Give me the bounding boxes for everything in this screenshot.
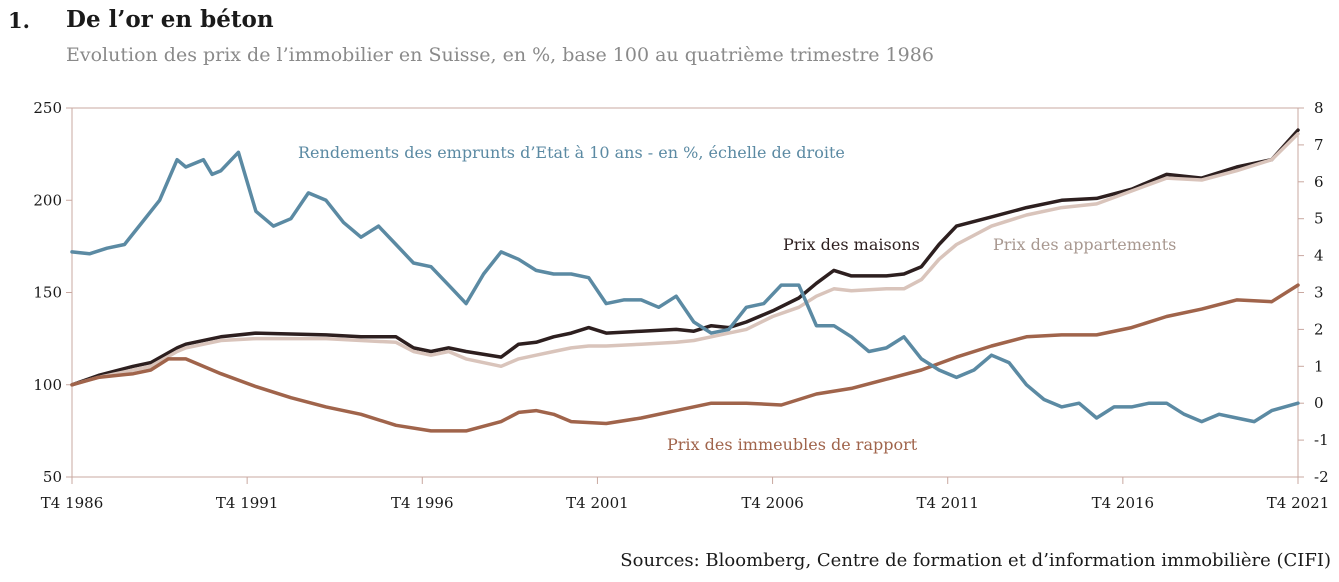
right-tick-label: 6 [1314,173,1324,191]
right-tick-label: 8 [1314,99,1324,117]
x-tick-label: T4 1996 [391,494,454,512]
x-tick-label: T4 1986 [41,494,104,512]
x-tick-label: T4 2011 [916,494,979,512]
series-line-3 [70,150,1300,424]
right-tick-label: -1 [1314,431,1329,449]
right-tick-label: 1 [1314,357,1324,375]
line-chart: 50 100 150 200 250 -2 -1 0 1 2 3 4 5 6 7 8 T4 1986 T4 199… [33,99,1329,512]
series-line-1 [70,132,1300,387]
x-tick-label: T4 2001 [566,494,629,512]
right-tick-label: 5 [1314,210,1324,228]
x-tick-label: T4 2006 [741,494,804,512]
left-tick-label: 250 [33,99,62,117]
right-tick-label: 2 [1314,320,1324,338]
chart-series [70,128,1300,433]
left-tick-label: 200 [33,191,62,209]
right-tick-label: 3 [1314,284,1324,302]
series-label-2: Prix des appartements [993,235,1176,254]
series-label-3: Prix des immeubles de rapport [667,435,918,454]
chart-axes: 50 100 150 200 250 -2 -1 0 1 2 3 4 5 6 7 8 T4 1986 T4 199… [33,99,1329,512]
chart-title: De l’or en béton [66,6,274,33]
left-tick-label: 50 [43,468,62,486]
x-tick-label: T4 2016 [1092,494,1155,512]
right-tick-label: 7 [1314,136,1324,154]
right-tick-label: 0 [1314,394,1324,412]
x-tick-label: T4 1991 [216,494,279,512]
right-tick-label: 4 [1314,247,1324,265]
series-label-1: Prix des maisons [783,235,920,254]
source-note: Sources: Bloomberg, Centre de formation … [620,550,1331,571]
right-tick-label: -2 [1314,468,1329,486]
series-line-2 [70,283,1300,433]
x-tick-label: T4 2021 [1267,494,1330,512]
figure-number: 1. [8,8,30,33]
chart-subtitle: Evolution des prix de l’immobilier en Su… [66,44,934,66]
series-labels: Rendements des emprunts d’Etat à 10 ans … [298,143,1176,454]
left-tick-label: 100 [33,376,62,394]
series-label-0: Rendements des emprunts d’Etat à 10 ans … [298,143,845,162]
left-tick-label: 150 [33,284,62,302]
series-line-0 [70,128,1300,387]
